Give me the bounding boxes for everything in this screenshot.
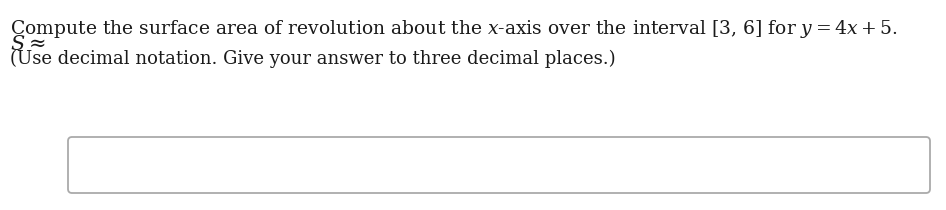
Text: Compute the surface area of revolution about the $x$-axis over the interval [3, : Compute the surface area of revolution a… (10, 18, 898, 40)
FancyBboxPatch shape (68, 137, 930, 193)
Text: (Use decimal notation. Give your answer to three decimal places.): (Use decimal notation. Give your answer … (10, 50, 616, 68)
Text: $S \approx$: $S \approx$ (10, 35, 45, 55)
